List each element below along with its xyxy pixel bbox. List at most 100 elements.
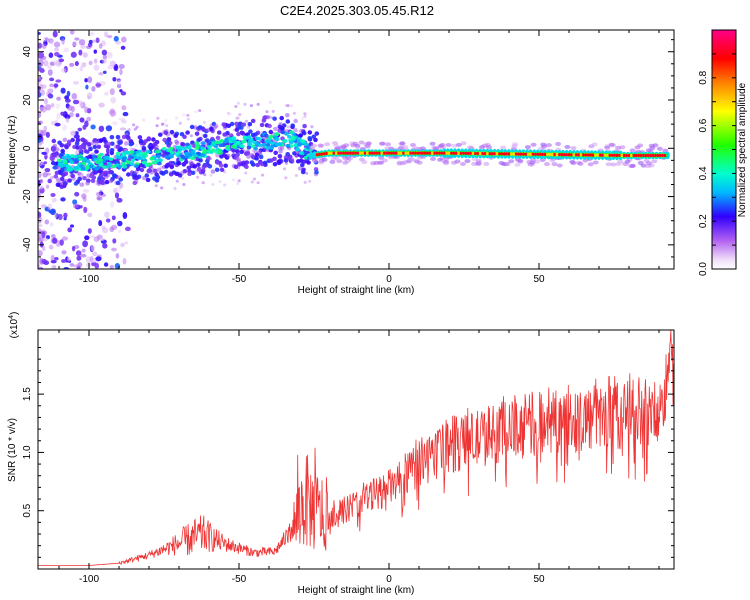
heatmap-cell [466, 151, 470, 155]
heatmap-cell [303, 114, 307, 118]
heatmap-cell [66, 90, 71, 97]
heatmap-cell [60, 111, 65, 116]
heatmap-cell [297, 143, 302, 147]
heatmap-cell [181, 161, 187, 167]
heatmap-cell [52, 197, 57, 203]
heatmap-cell [81, 62, 87, 68]
heatmap-cell [75, 137, 81, 143]
heatmap-cell [104, 211, 110, 218]
heatmap-cell [45, 147, 50, 154]
heatmap-cell [51, 138, 57, 144]
heatmap-cell [613, 153, 616, 157]
heatmap-cell [141, 160, 147, 165]
heatmap-cell [644, 153, 648, 158]
heatmap-cell [452, 151, 456, 155]
heatmap-cell [651, 159, 658, 164]
snr-ticks: -100 -50 0 50 0.5 1.0 1.5 [22, 330, 674, 585]
heatmap-cell [455, 142, 462, 147]
heatmap-cell [290, 104, 294, 108]
heatmap-cell [43, 125, 48, 132]
heatmap-cell [637, 143, 644, 148]
heatmap-cell [112, 121, 118, 126]
heatmap-cell [102, 155, 108, 160]
heatmap-cell [176, 161, 182, 166]
heatmap-cell [210, 148, 216, 153]
heatmap-cell [85, 84, 89, 90]
heatmap-cell [50, 176, 54, 180]
heatmap-cell [498, 152, 501, 156]
spectrogram-frame [37, 29, 675, 270]
heatmap-cell [122, 111, 129, 117]
heatmap-cell [203, 133, 208, 139]
heatmap-cell [94, 160, 100, 165]
heatmap-cell [361, 160, 368, 165]
heatmap-cell [78, 39, 86, 46]
heatmap-cell [47, 88, 54, 94]
heatmap-cell [82, 196, 87, 202]
heatmap-cell [285, 113, 290, 118]
heatmap-cell [133, 179, 139, 184]
heatmap-cell [610, 153, 614, 157]
heatmap-cell [442, 151, 446, 155]
heatmap-cell [322, 152, 326, 156]
heatmap-cell [219, 167, 225, 172]
heatmap-cell [603, 153, 607, 157]
heatmap-cell [236, 182, 240, 186]
heatmap-cell [206, 141, 212, 146]
heatmap-cell [246, 125, 251, 129]
y-tick-label: 1.5 [22, 387, 33, 401]
heatmap-cell [154, 149, 160, 154]
heatmap-cell [271, 109, 275, 113]
heatmap-cell [115, 151, 121, 156]
heatmap-cell [54, 212, 58, 219]
heatmap-cell [277, 154, 283, 159]
heatmap-cell [141, 156, 147, 160]
heatmap-cell [102, 227, 109, 234]
heatmap-cell [174, 171, 179, 176]
heatmap-cell [315, 153, 319, 157]
colorbar-tick-label: 0.8 [698, 70, 709, 84]
heatmap-cell [637, 160, 644, 165]
heatmap-cell [254, 142, 260, 146]
heatmap-cell [181, 155, 186, 160]
heatmap-cell [642, 153, 645, 158]
heatmap-cell [55, 147, 60, 152]
heatmap-cell [67, 178, 72, 183]
heatmap-cell [45, 104, 52, 111]
heatmap-cell [133, 127, 137, 131]
heatmap-cell [570, 146, 577, 151]
heatmap-cell [375, 151, 379, 155]
heatmap-cell [318, 160, 325, 165]
heatmap-cell [519, 152, 523, 156]
heatmap-cell [471, 161, 478, 166]
snr-x-axis-label: Height of straight line (km) [298, 585, 415, 596]
heatmap-cell [300, 162, 305, 168]
heatmap-cell [194, 144, 200, 149]
heatmap-cell [548, 152, 552, 157]
heatmap-cell [445, 151, 448, 155]
x-tick-label: -50 [232, 274, 247, 285]
heatmap-cell [76, 255, 82, 261]
heatmap-cell [46, 172, 52, 176]
snr-multiplier-base: (x10 [9, 318, 20, 338]
heatmap-cell [232, 178, 236, 182]
y-tick-label: -40 [22, 237, 33, 252]
heatmap-cell [71, 245, 76, 252]
heatmap-cell [495, 152, 499, 156]
heatmap-cell [138, 152, 144, 156]
heatmap-cell [385, 142, 392, 147]
heatmap-cell [156, 167, 162, 172]
heatmap-cell [342, 160, 349, 165]
heatmap-cell [236, 157, 241, 162]
heatmap-cell [96, 144, 102, 149]
heatmap-cell [439, 142, 446, 147]
heatmap-cell [300, 169, 306, 175]
heatmap-cell [293, 143, 299, 148]
heatmap-cell [121, 134, 127, 140]
heatmap-cell [333, 155, 340, 160]
heatmap-cell [94, 262, 100, 269]
heatmap-cell [293, 118, 299, 124]
heatmap-cell [100, 176, 106, 182]
heatmap-cell [274, 132, 280, 137]
heatmap-cell [428, 151, 432, 155]
